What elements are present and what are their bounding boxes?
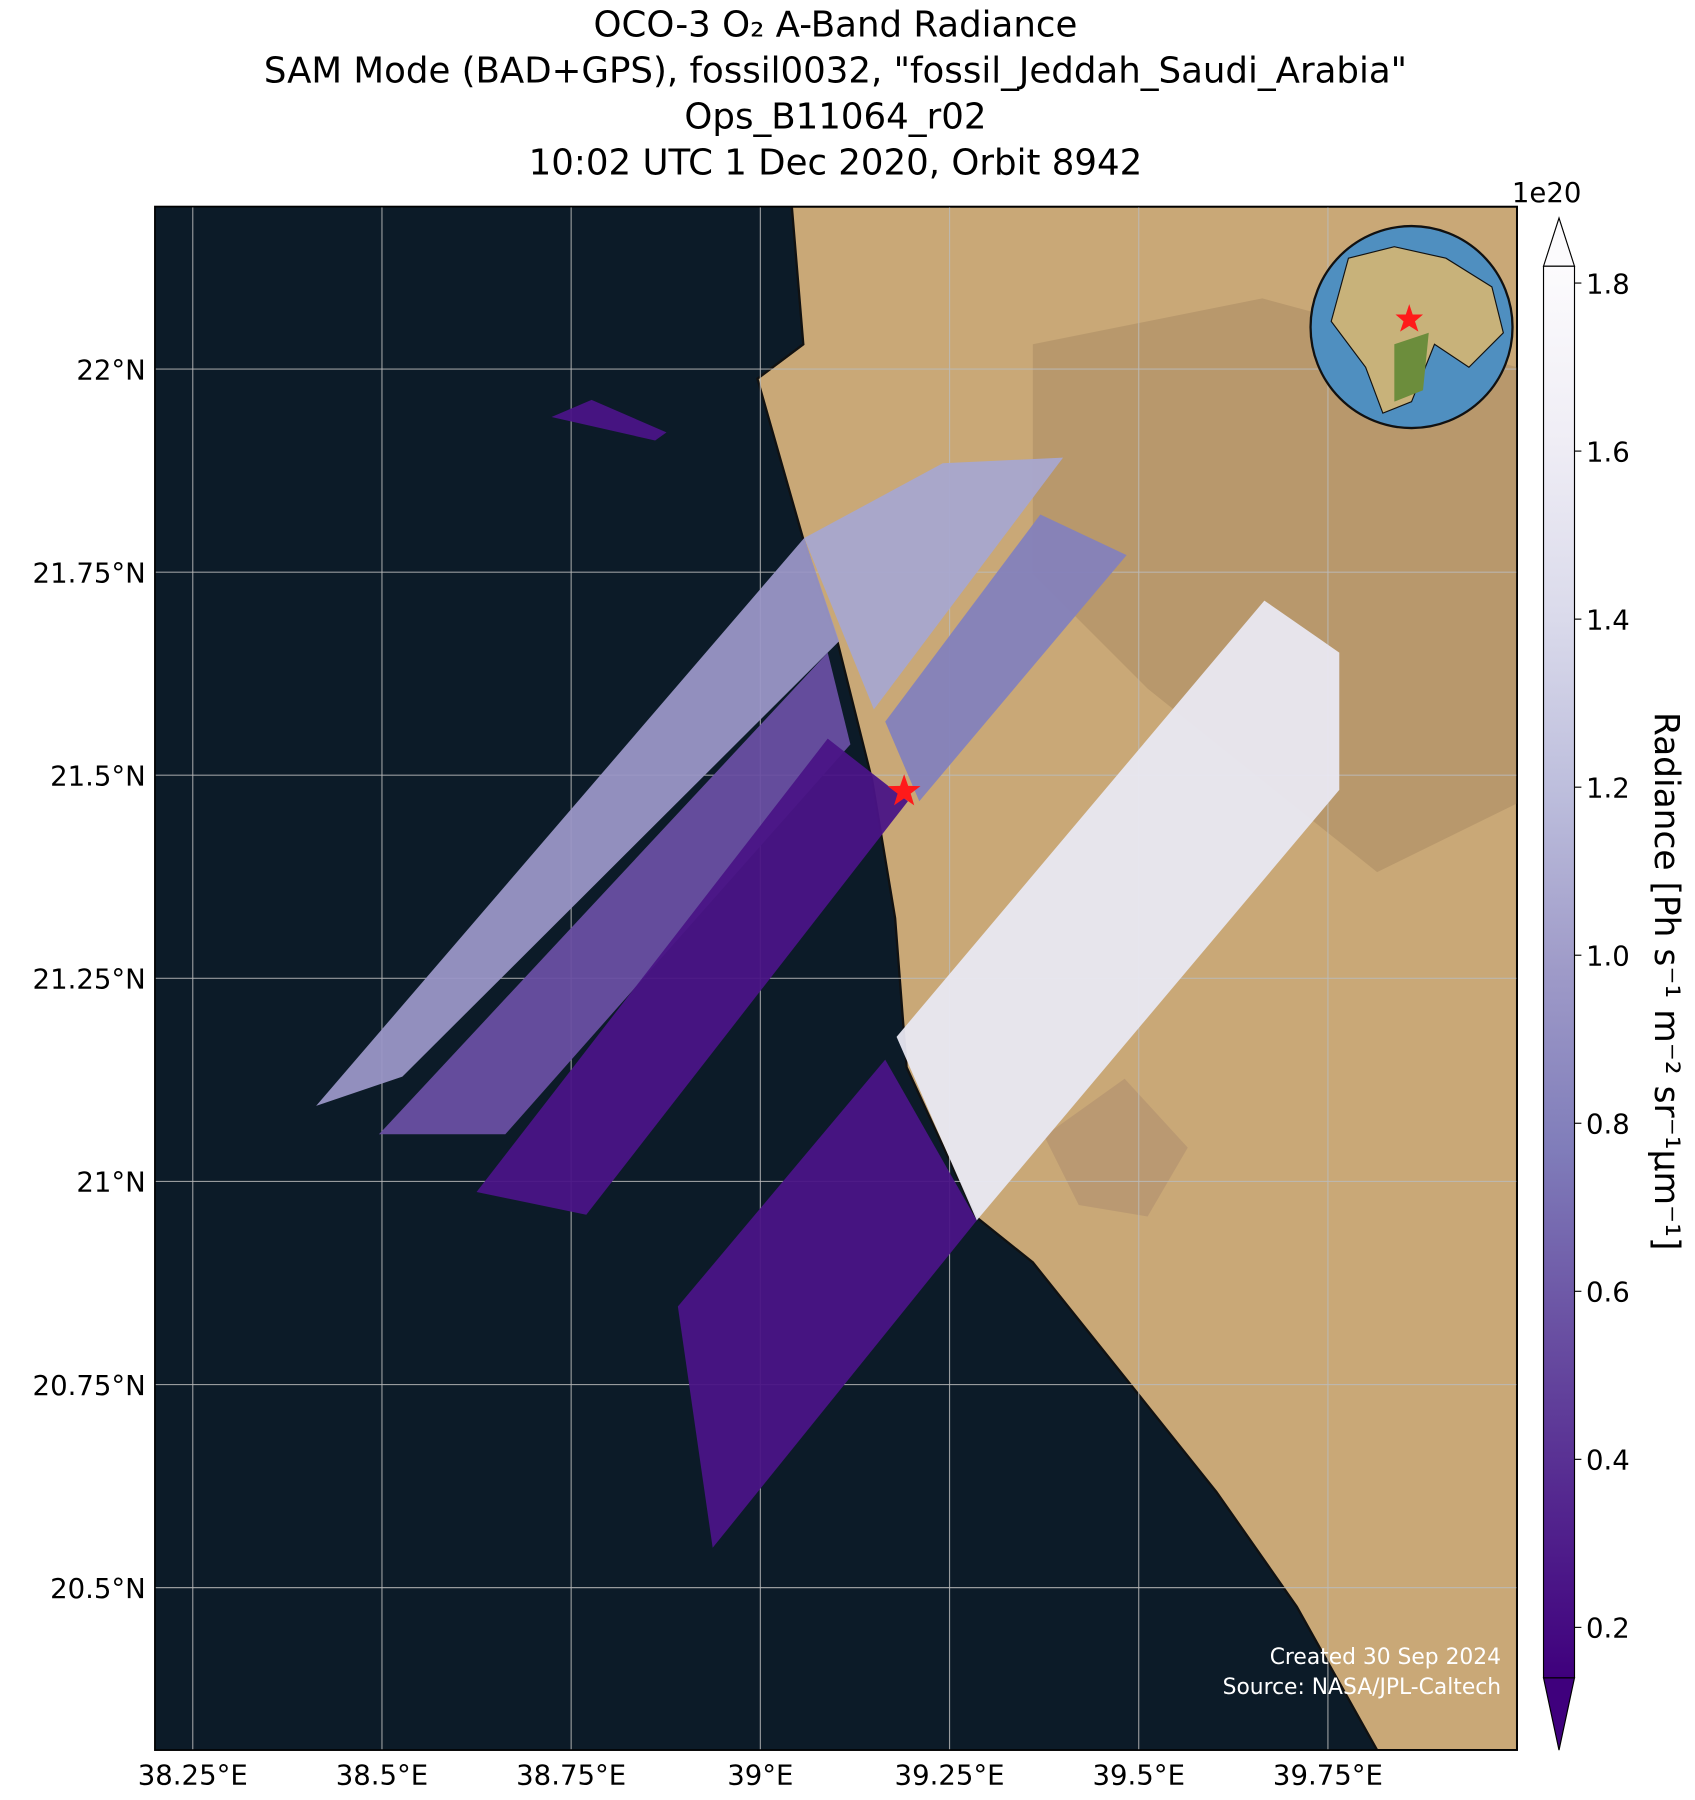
title-line: Ops_B11064_r02	[684, 97, 986, 138]
colorbar-label: Radiance [Ph s⁻¹ m⁻² sr⁻¹μm⁻¹]	[1646, 712, 1686, 1251]
credit: Created 30 Sep 2024	[1270, 1645, 1501, 1670]
colorbar	[1542, 265, 1576, 1679]
title-line: OCO-3 O₂ A-Band Radiance	[594, 5, 1078, 46]
map-frame	[154, 205, 1518, 1751]
swath	[677, 1059, 977, 1548]
x-tick-label: 38.25°E	[138, 1760, 248, 1792]
colorbar-extend-bottom	[1542, 1677, 1576, 1751]
x-tick-label: 39.75°E	[1273, 1760, 1383, 1792]
colorbar-tick-label: 1.8	[1586, 268, 1630, 300]
title-line: SAM Mode (BAD+GPS), fossil0032, "fossil_…	[264, 51, 1407, 92]
y-tick-label: 21.75°N	[33, 557, 146, 589]
swath	[476, 738, 908, 1215]
colorbar-tick-label: 1.0	[1586, 941, 1630, 973]
y-tick-label: 22°N	[76, 354, 145, 386]
colorbar-tick-label: 1.2	[1586, 773, 1630, 805]
y-tick-label: 20.5°N	[50, 1573, 146, 1605]
colorbar-tick-label: 1.6	[1586, 436, 1630, 468]
swath	[316, 538, 840, 1106]
title-line: 10:02 UTC 1 Dec 2020, Orbit 8942	[529, 142, 1143, 183]
swath	[896, 600, 1340, 1221]
swath	[378, 652, 851, 1135]
y-tick-label: 21.5°N	[50, 761, 146, 793]
swath	[804, 457, 1064, 710]
x-tick-label: 38.5°E	[336, 1760, 428, 1792]
site-marker	[887, 774, 921, 806]
colorbar-extend-top	[1542, 216, 1576, 267]
x-tick-label: 39.5°E	[1093, 1760, 1185, 1792]
colorbar-tick-label: 0.4	[1586, 1445, 1630, 1477]
terrain	[1032, 298, 1518, 873]
swath	[885, 514, 1127, 802]
globe-inset	[1309, 224, 1514, 430]
y-tick-label: 21°N	[76, 1167, 145, 1199]
colorbar-tick-label: 0.6	[1586, 1277, 1630, 1309]
colorbar-tick-label: 1.4	[1586, 604, 1630, 636]
x-tick-label: 38.75°E	[516, 1760, 626, 1792]
swath	[551, 399, 667, 441]
y-tick-label: 20.75°N	[33, 1370, 146, 1402]
y-tick-label: 21.25°N	[33, 964, 146, 996]
terrain-patch	[1044, 1078, 1188, 1217]
colorbar-tick-label: 0.2	[1586, 1613, 1630, 1645]
x-tick-label: 39.25°E	[895, 1760, 1005, 1792]
colorbar-multiplier: 1e20	[1512, 177, 1582, 209]
colorbar-tick-label: 0.8	[1586, 1109, 1630, 1141]
credit: Source: NASA/JPL-Caltech	[1223, 1675, 1501, 1700]
x-tick-label: 39°E	[727, 1760, 793, 1792]
